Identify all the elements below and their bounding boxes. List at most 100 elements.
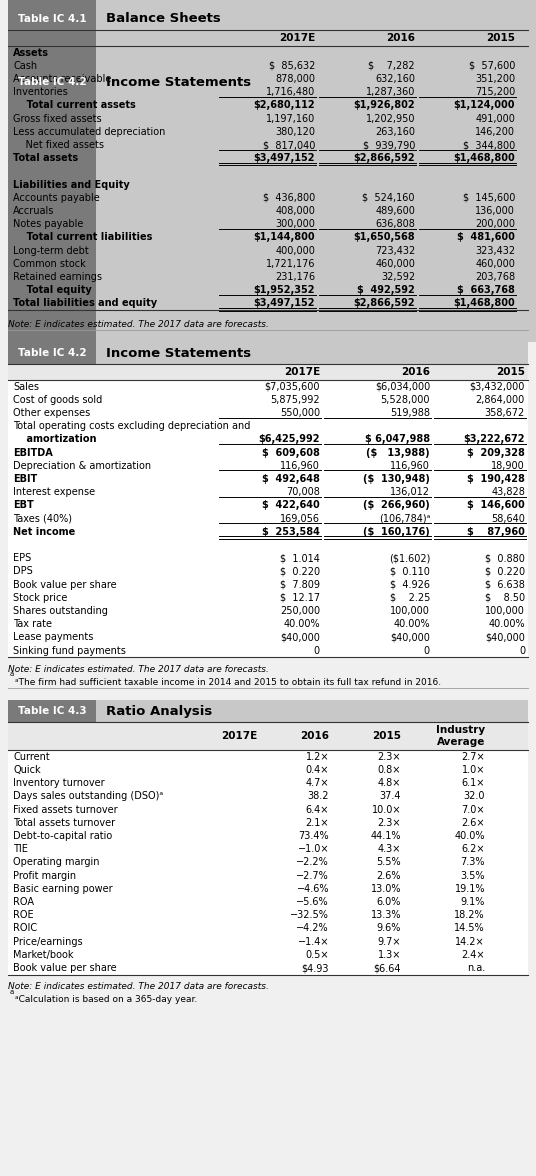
- Text: 408,000: 408,000: [275, 206, 315, 216]
- Text: $  0.110: $ 0.110: [390, 567, 430, 576]
- Text: 2015: 2015: [372, 731, 401, 741]
- Text: $  0.220: $ 0.220: [280, 567, 320, 576]
- Text: $  1.014: $ 1.014: [280, 553, 320, 563]
- Text: $6,034,000: $6,034,000: [375, 381, 430, 392]
- Text: $  609,608: $ 609,608: [262, 448, 320, 457]
- Text: $1,926,802: $1,926,802: [353, 100, 415, 111]
- Text: $  190,428: $ 190,428: [467, 474, 525, 485]
- Text: Operating margin: Operating margin: [13, 857, 100, 868]
- Text: Accruals: Accruals: [13, 206, 54, 216]
- Text: Balance Sheets: Balance Sheets: [106, 13, 221, 26]
- Text: 19.1%: 19.1%: [455, 884, 485, 894]
- Text: Total assets turnover: Total assets turnover: [13, 817, 115, 828]
- Text: $1,468,800: $1,468,800: [453, 299, 515, 308]
- Text: ($  160,176): ($ 160,176): [363, 527, 430, 536]
- Text: 636,808: 636,808: [375, 219, 415, 229]
- Bar: [8, 31, 528, 46]
- Bar: [8, 842, 528, 856]
- Text: $  253,584: $ 253,584: [262, 527, 320, 536]
- Text: 32.0: 32.0: [464, 791, 485, 801]
- Text: 2.3×: 2.3×: [377, 751, 401, 762]
- Bar: [8, 459, 528, 473]
- Text: 519,988: 519,988: [390, 408, 430, 417]
- Text: Book value per share: Book value per share: [13, 963, 117, 973]
- Text: Total current assets: Total current assets: [13, 100, 136, 111]
- Text: $  344,800: $ 344,800: [463, 140, 515, 151]
- Text: 40.0%: 40.0%: [455, 831, 485, 841]
- Bar: [8, 420, 528, 433]
- Text: $  0.220: $ 0.220: [485, 567, 525, 576]
- Text: $1,952,352: $1,952,352: [254, 286, 315, 295]
- Bar: [96, 342, 528, 365]
- Text: $  663,768: $ 663,768: [457, 286, 515, 295]
- Text: ($  130,948): ($ 130,948): [363, 474, 430, 485]
- Text: Quick: Quick: [13, 766, 41, 775]
- Text: 231,176: 231,176: [275, 272, 315, 282]
- Text: 100,000: 100,000: [390, 606, 430, 616]
- Text: Basic earning power: Basic earning power: [13, 884, 113, 894]
- Bar: [8, 829, 528, 842]
- Bar: [8, 243, 528, 258]
- Bar: [8, 46, 528, 59]
- Text: $  939,790: $ 939,790: [363, 140, 415, 151]
- Bar: [8, 46, 528, 310]
- Text: Gross fixed assets: Gross fixed assets: [13, 114, 102, 123]
- Text: $    87,960: $ 87,960: [467, 527, 525, 536]
- Text: 300,000: 300,000: [275, 219, 315, 229]
- Text: 6.0%: 6.0%: [377, 897, 401, 907]
- Bar: [8, 499, 528, 512]
- Bar: [8, 962, 528, 975]
- Text: 136,000: 136,000: [475, 206, 515, 216]
- Text: 18.2%: 18.2%: [455, 910, 485, 920]
- Text: 32,592: 32,592: [381, 272, 415, 282]
- Text: 44.1%: 44.1%: [370, 831, 401, 841]
- Bar: [8, 776, 528, 790]
- Text: $  145,600: $ 145,600: [463, 193, 515, 202]
- Text: $2,866,592: $2,866,592: [353, 153, 415, 163]
- Text: 2,864,000: 2,864,000: [476, 395, 525, 405]
- Text: $1,144,800: $1,144,800: [254, 233, 315, 242]
- Text: $1,468,800: $1,468,800: [453, 153, 515, 163]
- Bar: [8, 473, 528, 486]
- Text: 43,828: 43,828: [491, 487, 525, 497]
- Text: $ 6,047,988: $ 6,047,988: [365, 434, 430, 445]
- Text: 13.0%: 13.0%: [370, 884, 401, 894]
- Text: 491,000: 491,000: [475, 114, 515, 123]
- Text: DPS: DPS: [13, 567, 33, 576]
- Bar: [8, 935, 528, 948]
- Bar: [8, 59, 528, 73]
- Text: 1.0×: 1.0×: [461, 766, 485, 775]
- Text: Liabilities and Equity: Liabilities and Equity: [13, 180, 130, 189]
- Bar: [8, 433, 528, 446]
- Text: 0.4×: 0.4×: [306, 766, 329, 775]
- Text: Inventories: Inventories: [13, 87, 68, 98]
- Text: 4.8×: 4.8×: [378, 779, 401, 788]
- Text: 9.7×: 9.7×: [377, 936, 401, 947]
- Text: 18,900: 18,900: [492, 461, 525, 470]
- Text: 1,721,176: 1,721,176: [265, 259, 315, 269]
- Text: 14.2×: 14.2×: [456, 936, 485, 947]
- Text: 100,000: 100,000: [485, 606, 525, 616]
- Text: −1.4×: −1.4×: [297, 936, 329, 947]
- Text: Net income: Net income: [13, 527, 75, 536]
- Text: 146,200: 146,200: [475, 127, 515, 136]
- Text: 1,202,950: 1,202,950: [366, 114, 415, 123]
- Bar: [8, 152, 528, 165]
- Text: 5.5%: 5.5%: [376, 857, 401, 868]
- Text: 14.5%: 14.5%: [455, 923, 485, 934]
- Bar: [8, 139, 528, 152]
- Text: Total liabilities and equity: Total liabilities and equity: [13, 299, 157, 308]
- Text: 1,197,160: 1,197,160: [266, 114, 315, 123]
- Text: Common stock: Common stock: [13, 259, 86, 269]
- Text: $  6.638: $ 6.638: [485, 580, 525, 589]
- Text: 715,200: 715,200: [475, 87, 515, 98]
- Text: $  492,592: $ 492,592: [358, 286, 415, 295]
- Text: 358,672: 358,672: [485, 408, 525, 417]
- Text: Interest expense: Interest expense: [13, 487, 95, 497]
- Text: 250,000: 250,000: [280, 606, 320, 616]
- Bar: [8, 856, 528, 869]
- Text: 6.2×: 6.2×: [461, 844, 485, 854]
- Bar: [8, 564, 528, 577]
- Text: ᵃThe firm had sufficient taxable income in 2014 and 2015 to obtain its full tax : ᵃThe firm had sufficient taxable income …: [15, 677, 441, 687]
- Bar: [8, 365, 528, 380]
